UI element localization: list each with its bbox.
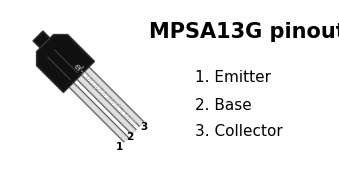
Text: 1: 1 bbox=[116, 142, 123, 152]
Text: 3: 3 bbox=[140, 122, 147, 132]
Polygon shape bbox=[37, 34, 95, 93]
Text: 3. Collector: 3. Collector bbox=[195, 124, 283, 140]
Text: 2: 2 bbox=[126, 132, 134, 142]
Text: el-component.com: el-component.com bbox=[72, 62, 138, 128]
Polygon shape bbox=[33, 31, 50, 48]
Text: 1. Emitter: 1. Emitter bbox=[195, 71, 271, 86]
Text: 2. Base: 2. Base bbox=[195, 98, 252, 112]
Text: MPSA13G pinout: MPSA13G pinout bbox=[148, 22, 339, 42]
